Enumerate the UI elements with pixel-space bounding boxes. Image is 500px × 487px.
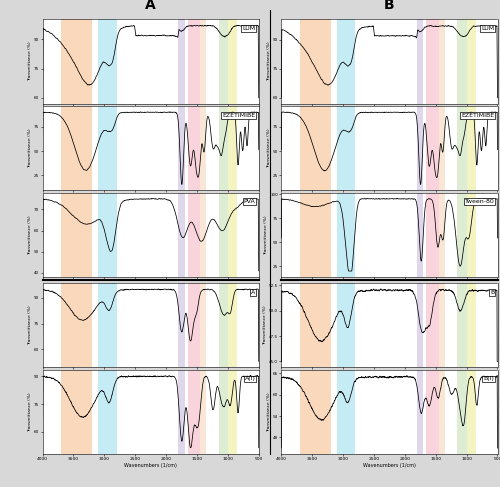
Bar: [300, 370, 330, 454]
Bar: [200, 193, 206, 277]
Text: LUM: LUM: [481, 26, 494, 31]
Bar: [337, 106, 355, 190]
X-axis label: Wavenumbers (1/cm): Wavenumbers (1/cm): [363, 463, 416, 468]
Bar: [178, 193, 184, 277]
Bar: [337, 283, 355, 367]
Bar: [200, 106, 206, 190]
Bar: [98, 370, 116, 454]
X-axis label: Wavenumbers (1/cm): Wavenumbers (1/cm): [124, 463, 177, 468]
Bar: [228, 370, 237, 454]
Bar: [98, 19, 116, 104]
Bar: [466, 283, 476, 367]
Text: EZETIMIBE: EZETIMIBE: [222, 113, 256, 118]
Bar: [417, 193, 424, 277]
Y-axis label: Transmittance (%): Transmittance (%): [263, 305, 267, 345]
Bar: [458, 193, 466, 277]
Bar: [417, 106, 424, 190]
Text: A(I): A(I): [244, 376, 256, 381]
Y-axis label: Transmittance (%): Transmittance (%): [28, 392, 32, 431]
Bar: [178, 370, 184, 454]
Bar: [228, 283, 237, 367]
Bar: [218, 283, 228, 367]
Bar: [228, 193, 237, 277]
Y-axis label: Transmittance (%): Transmittance (%): [266, 392, 270, 431]
Bar: [200, 283, 206, 367]
Text: LUM: LUM: [242, 26, 256, 31]
Text: PVA: PVA: [244, 199, 256, 205]
Bar: [439, 19, 445, 104]
Bar: [426, 283, 439, 367]
Bar: [426, 370, 439, 454]
Text: A: A: [252, 290, 256, 295]
Bar: [98, 106, 116, 190]
Bar: [61, 106, 92, 190]
Bar: [300, 283, 330, 367]
Y-axis label: Transmittance (%): Transmittance (%): [28, 129, 32, 168]
Bar: [458, 106, 466, 190]
Bar: [426, 19, 439, 104]
Bar: [218, 370, 228, 454]
Bar: [178, 19, 184, 104]
Bar: [200, 370, 206, 454]
Bar: [61, 19, 92, 104]
Bar: [218, 106, 228, 190]
Bar: [426, 106, 439, 190]
Y-axis label: Transmittance (%): Transmittance (%): [28, 42, 32, 81]
Bar: [337, 370, 355, 454]
Bar: [417, 283, 424, 367]
Bar: [439, 283, 445, 367]
Text: A: A: [145, 0, 156, 12]
Bar: [188, 193, 200, 277]
Bar: [188, 370, 200, 454]
Bar: [188, 283, 200, 367]
Bar: [417, 370, 424, 454]
Bar: [61, 193, 92, 277]
Bar: [200, 19, 206, 104]
Bar: [458, 283, 466, 367]
Y-axis label: Transmittance (%): Transmittance (%): [264, 215, 268, 255]
Text: B: B: [384, 0, 394, 12]
Y-axis label: Transmittance (%): Transmittance (%): [28, 305, 32, 345]
Text: EZETIMIBE: EZETIMIBE: [461, 113, 494, 118]
Bar: [188, 106, 200, 190]
Bar: [228, 106, 237, 190]
Bar: [466, 106, 476, 190]
Bar: [337, 19, 355, 104]
Bar: [178, 106, 184, 190]
Text: B: B: [490, 290, 494, 295]
Bar: [466, 370, 476, 454]
Bar: [178, 283, 184, 367]
Bar: [61, 370, 92, 454]
Bar: [466, 19, 476, 104]
Bar: [426, 193, 439, 277]
Bar: [188, 19, 200, 104]
Y-axis label: Transmittance (%): Transmittance (%): [266, 129, 270, 168]
Bar: [417, 19, 424, 104]
Bar: [458, 19, 466, 104]
Bar: [98, 193, 116, 277]
Bar: [61, 283, 92, 367]
Bar: [439, 193, 445, 277]
Y-axis label: Transmittance (%): Transmittance (%): [28, 215, 32, 255]
Text: B(I): B(I): [484, 376, 494, 381]
Bar: [300, 19, 330, 104]
Text: Tween-80: Tween-80: [464, 199, 494, 205]
Bar: [458, 370, 466, 454]
Bar: [439, 106, 445, 190]
Bar: [228, 19, 237, 104]
Bar: [439, 370, 445, 454]
Bar: [98, 283, 116, 367]
Y-axis label: Transmittance (%): Transmittance (%): [266, 42, 270, 81]
Bar: [337, 193, 355, 277]
Bar: [300, 106, 330, 190]
Bar: [466, 193, 476, 277]
Bar: [218, 19, 228, 104]
Bar: [300, 193, 330, 277]
Bar: [218, 193, 228, 277]
